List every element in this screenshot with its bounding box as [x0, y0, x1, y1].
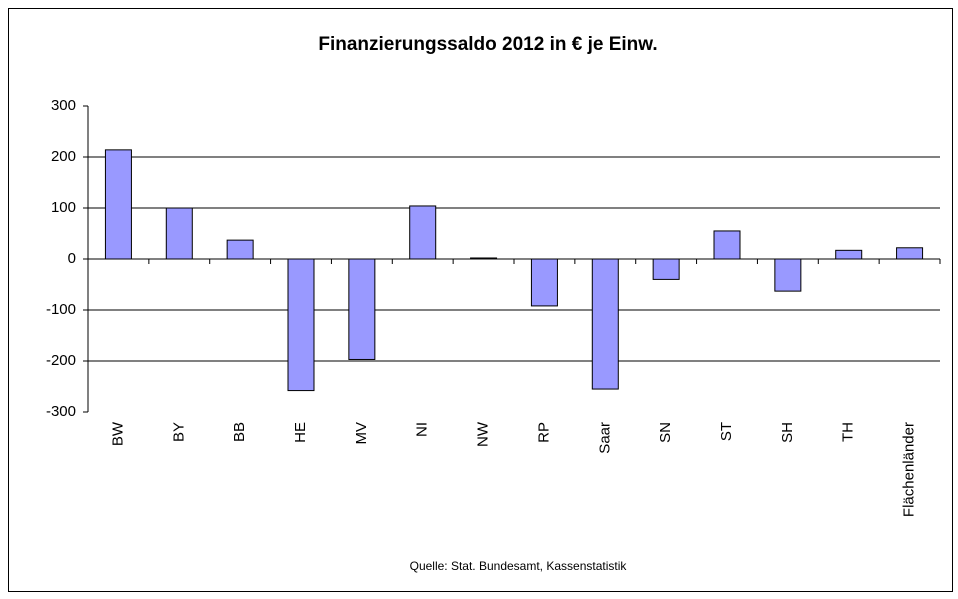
y-tick-label: -200 — [46, 352, 76, 369]
bar — [165, 207, 193, 260]
x-tick-label: TH — [840, 422, 857, 442]
x-tick-label: SH — [779, 422, 796, 443]
x-tick-label: BB — [231, 422, 248, 442]
bar — [530, 258, 558, 307]
chart-frame — [8, 8, 953, 592]
x-tick-label: HE — [292, 422, 309, 443]
x-tick-label: MV — [353, 422, 370, 445]
y-tick-label: 0 — [68, 250, 76, 267]
x-tick-label: RP — [535, 422, 552, 443]
bar — [652, 258, 680, 280]
bar — [470, 257, 498, 260]
y-tick-label: 100 — [51, 199, 76, 216]
bar — [774, 258, 802, 292]
x-tick-label: BW — [109, 421, 126, 446]
bar — [835, 249, 863, 260]
chart-title: Finanzierungssaldo 2012 in € je Einw. — [318, 34, 657, 55]
y-tick-label: -300 — [46, 403, 76, 420]
y-tick-label: 300 — [51, 97, 76, 114]
x-tick-label: NI — [414, 422, 431, 437]
bar — [104, 149, 132, 260]
x-tick-label: ST — [718, 422, 735, 441]
y-tick-label: 200 — [51, 148, 76, 165]
bar — [409, 205, 437, 260]
bar — [713, 230, 741, 260]
x-tick-label: NW — [475, 421, 492, 447]
y-tick-label: -100 — [46, 301, 76, 318]
x-tick-label: SN — [657, 422, 674, 443]
x-tick-label: BY — [170, 422, 187, 442]
bar — [348, 258, 376, 360]
source-note: Quelle: Stat. Bundesamt, Kassenstatistik — [410, 559, 628, 573]
bar — [226, 239, 254, 260]
x-tick-label: Flächenländer — [901, 422, 918, 517]
bar — [591, 258, 619, 390]
bar — [896, 247, 924, 260]
x-tick-label: Saar — [596, 422, 613, 454]
bar — [287, 258, 315, 392]
